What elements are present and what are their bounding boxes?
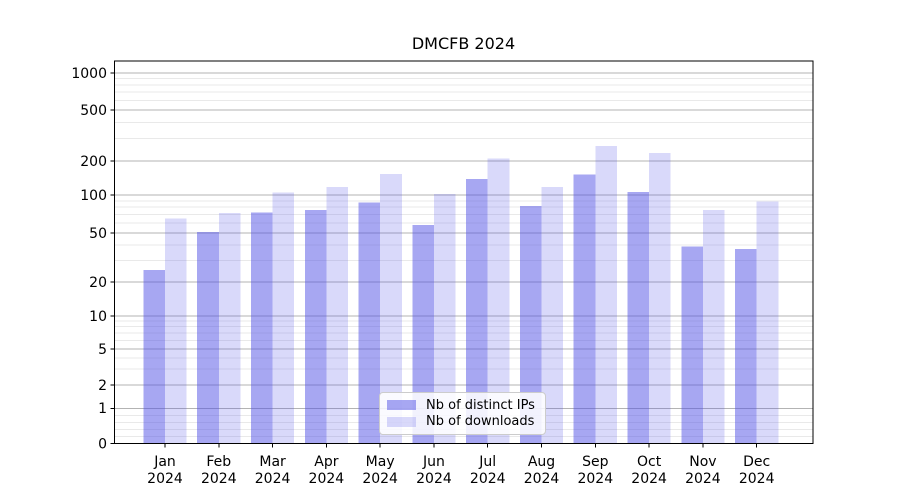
y-tick-label: 50 [89, 226, 107, 242]
legend-label-distinct-ips: Nb of distinct IPs [426, 397, 535, 413]
y-tick-label: 10 [89, 309, 107, 325]
x-tick-label-year: 2024 [524, 471, 560, 487]
bar-downloads [165, 218, 187, 444]
x-tick-label-month: Dec [743, 454, 770, 470]
bar-distinct-ips [627, 192, 650, 444]
y-tick-label: 200 [80, 154, 107, 170]
y-tick-label: 20 [89, 275, 107, 291]
x-tick-label-year: 2024 [631, 471, 667, 487]
bar-distinct-ips [304, 210, 327, 444]
x-tick-label-month: Jul [478, 454, 496, 470]
x-tick-label-year: 2024 [147, 471, 183, 487]
bar-downloads [487, 158, 510, 444]
x-tick-label-month: Apr [314, 454, 338, 470]
bar-downloads [326, 186, 348, 444]
x-tick-label-year: 2024 [255, 471, 291, 487]
x-tick-label-month: Jan [153, 454, 176, 470]
x-tick-label-month: Feb [206, 454, 231, 470]
x-tick-label-year: 2024 [739, 471, 775, 487]
y-tick-label: 1 [98, 401, 107, 417]
x-tick-label-year: 2024 [470, 471, 506, 487]
legend-label-downloads: Nb of downloads [426, 414, 535, 430]
x-tick-label-month: May [366, 454, 395, 470]
bar-downloads [272, 192, 295, 444]
x-tick-label-month: Oct [637, 454, 662, 470]
y-tick-label: 2 [98, 378, 107, 394]
y-tick-label: 0 [98, 436, 107, 452]
x-tick-label-year: 2024 [201, 471, 237, 487]
bar-downloads [380, 174, 402, 444]
y-tick-label: 100 [80, 188, 107, 204]
bar-downloads [541, 186, 564, 444]
bar-distinct-ips [735, 249, 757, 444]
bar-downloads [433, 194, 456, 444]
legend-item-distinct-ips: Nb of distinct IPs [387, 398, 537, 413]
bar-distinct-ips [573, 174, 596, 444]
x-tick-label-year: 2024 [309, 471, 345, 487]
bar-downloads [649, 152, 671, 444]
x-tick-label-year: 2024 [577, 471, 613, 487]
x-tick-label-month: Jun [422, 454, 445, 470]
bar-distinct-ips [681, 246, 703, 444]
x-tick-label-year: 2024 [362, 471, 398, 487]
bar-distinct-ips [519, 205, 542, 444]
x-tick-label-year: 2024 [685, 471, 721, 487]
chart-title: DMCFB 2024 [411, 34, 516, 53]
x-tick-label-month: Aug [528, 454, 555, 470]
bar-distinct-ips [358, 202, 381, 444]
bar-downloads [595, 145, 617, 444]
bar-distinct-ips [143, 270, 165, 444]
bar-downloads [702, 210, 725, 444]
x-tick-label-month: Mar [259, 454, 286, 470]
legend-swatch-downloads [387, 416, 416, 427]
bar-downloads [756, 201, 779, 444]
legend: Nb of distinct IPs Nb of downloads [379, 392, 546, 435]
bar-distinct-ips [197, 231, 219, 444]
x-tick-label-year: 2024 [416, 471, 452, 487]
bar-distinct-ips [466, 178, 488, 444]
x-tick-label-month: Nov [689, 454, 716, 470]
legend-item-downloads: Nb of downloads [387, 414, 537, 429]
y-tick-label: 500 [80, 103, 107, 119]
y-tick-label: 1000 [71, 66, 107, 82]
bar-downloads [218, 213, 241, 444]
x-tick-label-month: Sep [582, 454, 609, 470]
y-tick-label: 5 [98, 342, 107, 358]
plot-border [114, 60, 814, 444]
legend-swatch-distinct-ips [387, 400, 416, 411]
bar-distinct-ips [250, 212, 273, 444]
bar-distinct-ips [412, 224, 434, 444]
